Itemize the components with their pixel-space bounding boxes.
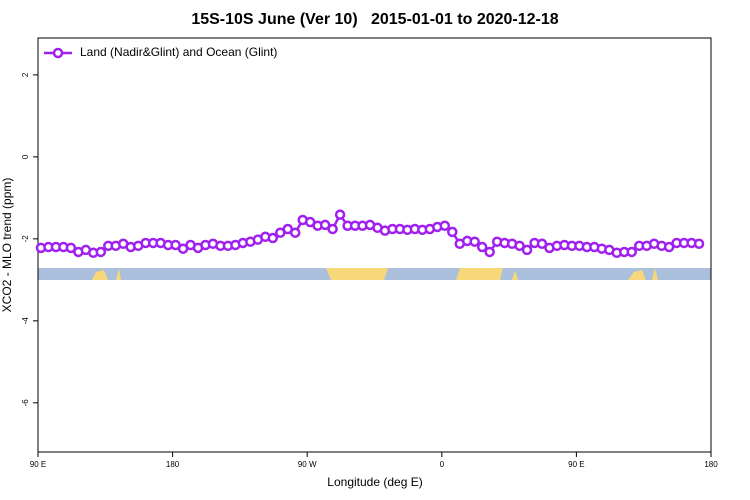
data-point bbox=[289, 227, 301, 238]
x-tick-label: 90 E bbox=[568, 460, 584, 469]
x-axis-label: Longitude (deg E) bbox=[327, 475, 422, 489]
data-point bbox=[267, 232, 279, 244]
legend-marker bbox=[52, 47, 64, 59]
data-point bbox=[327, 223, 338, 235]
x-tick-label: 0 bbox=[440, 460, 445, 469]
data-point bbox=[469, 236, 480, 247]
x-tick-label: 180 bbox=[704, 460, 718, 469]
data-point bbox=[65, 242, 77, 254]
x-tick-label: 90 W bbox=[298, 460, 317, 469]
land-band bbox=[512, 268, 658, 280]
land-band bbox=[456, 268, 503, 280]
x-tick-label: 90 E bbox=[30, 460, 46, 469]
y-tick-label: 2 bbox=[21, 72, 30, 77]
map-band bbox=[38, 268, 711, 280]
x-tick-label: 180 bbox=[166, 460, 180, 469]
land-band bbox=[92, 268, 121, 280]
data-point bbox=[536, 238, 548, 250]
y-tick-label: -2 bbox=[21, 235, 30, 243]
data-point bbox=[319, 219, 331, 231]
data-point bbox=[521, 244, 533, 256]
data-point bbox=[663, 241, 675, 253]
y-tick-label: 0 bbox=[21, 154, 30, 159]
legend-label: Land (Nadir&Glint) and Ocean (Glint) bbox=[80, 45, 277, 59]
data-point bbox=[447, 226, 458, 238]
land-band bbox=[326, 268, 388, 280]
data-point bbox=[95, 246, 107, 258]
data-point bbox=[514, 240, 525, 252]
y-axis-label: XCO2 - MLO trend (ppm) bbox=[0, 178, 14, 313]
y-tick-label: -4 bbox=[21, 317, 30, 325]
y-tick-label: -6 bbox=[21, 399, 30, 407]
data-point bbox=[626, 246, 637, 258]
data-point bbox=[439, 220, 451, 231]
data-point bbox=[693, 238, 705, 250]
data-point bbox=[484, 246, 495, 258]
data-point bbox=[334, 209, 346, 220]
data-point bbox=[476, 241, 488, 253]
chart-title: 15S-10S June (Ver 10) 2015-01-01 to 2020… bbox=[191, 11, 558, 28]
